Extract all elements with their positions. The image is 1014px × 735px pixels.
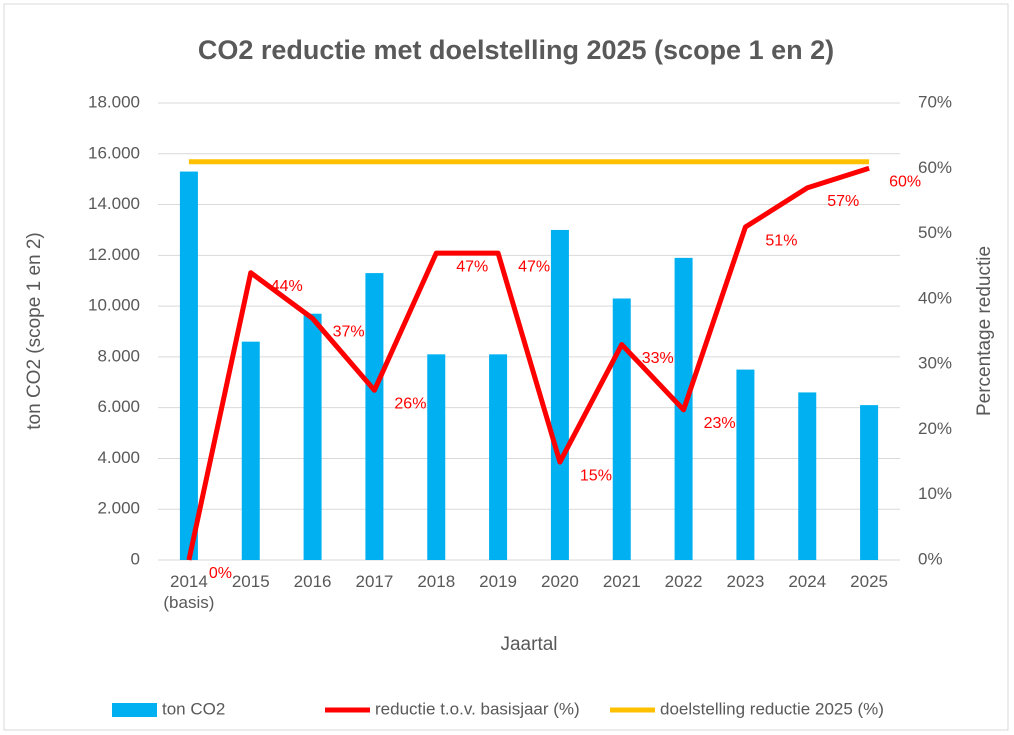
y2-tick-label: 50%: [918, 223, 952, 242]
y-tick-label: 2.000: [97, 499, 140, 518]
y-tick-label: 4.000: [97, 448, 140, 467]
y2-tick-label: 10%: [918, 484, 952, 503]
x-tick-label: 2019: [479, 572, 517, 591]
bar: [241, 341, 260, 560]
y-tick-label: 12.000: [88, 245, 140, 264]
x-tick-label: 2020: [540, 572, 579, 591]
x-tick-label: 2017: [355, 572, 394, 591]
y2-tick-label: 30%: [918, 354, 952, 373]
bar: [612, 298, 631, 560]
data-label: 51%: [765, 232, 797, 249]
data-label: 47%: [456, 258, 488, 275]
legend-swatch: [112, 703, 157, 717]
y-tick-label: 16.000: [88, 143, 140, 162]
y-tick-label: 14.000: [88, 194, 140, 213]
y2-axis-title: Percentage reductie: [974, 246, 995, 416]
x-tick-label: 2015: [231, 572, 270, 591]
y2-tick-label: 40%: [918, 288, 952, 307]
data-label: 26%: [394, 395, 426, 412]
bar: [736, 369, 755, 560]
bar: [860, 405, 879, 560]
data-label: 57%: [827, 193, 859, 210]
x-tick-label: 2018: [417, 572, 456, 591]
legend-label: ton CO2: [162, 699, 225, 718]
data-label: 0%: [209, 565, 232, 582]
bar: [550, 229, 569, 560]
bar: [427, 354, 446, 560]
data-label: 47%: [518, 258, 550, 275]
y2-tick-label: 20%: [918, 419, 952, 438]
x-tick-label: 2024: [788, 572, 827, 591]
x-tick-label: 2014 (basis): [163, 572, 215, 612]
x-tick-label: 2016: [293, 572, 332, 591]
data-label: 60%: [889, 174, 921, 191]
bar: [365, 273, 384, 560]
x-tick-label: 2023: [726, 572, 765, 591]
y-tick-label: 18.000: [88, 92, 140, 111]
x-tick-label: 2021: [602, 572, 641, 591]
legend-label: doelstelling reductie 2025 (%): [660, 699, 884, 718]
x-tick-label: 2022: [664, 572, 703, 591]
y2-tick-label: 0%: [918, 549, 943, 568]
data-label: 44%: [271, 278, 303, 295]
data-label: 23%: [704, 415, 736, 432]
y-tick-label: 0: [131, 549, 140, 568]
y2-tick-label: 60%: [918, 158, 952, 177]
bar: [303, 313, 322, 560]
y-tick-label: 6.000: [97, 397, 140, 416]
chart-title: CO2 reductie met doelstelling 2025 (scop…: [198, 35, 834, 65]
bar: [798, 392, 817, 560]
bar: [179, 171, 198, 561]
line: [186, 165, 870, 561]
data-label: 33%: [642, 350, 674, 367]
bar: [489, 354, 508, 560]
x-tick-label: 2025: [850, 572, 888, 591]
x-axis-title: Jaartal: [500, 634, 557, 655]
y-axis-title: ton CO2 (scope 1 en 2): [24, 232, 45, 430]
y-tick-label: 8.000: [97, 346, 140, 365]
legend-label: reductie t.o.v. basisjaar (%): [375, 699, 580, 718]
data-label: 15%: [580, 467, 612, 484]
data-label: 37%: [333, 324, 365, 341]
y-tick-label: 10.000: [88, 296, 140, 315]
y2-tick-label: 70%: [918, 92, 952, 111]
